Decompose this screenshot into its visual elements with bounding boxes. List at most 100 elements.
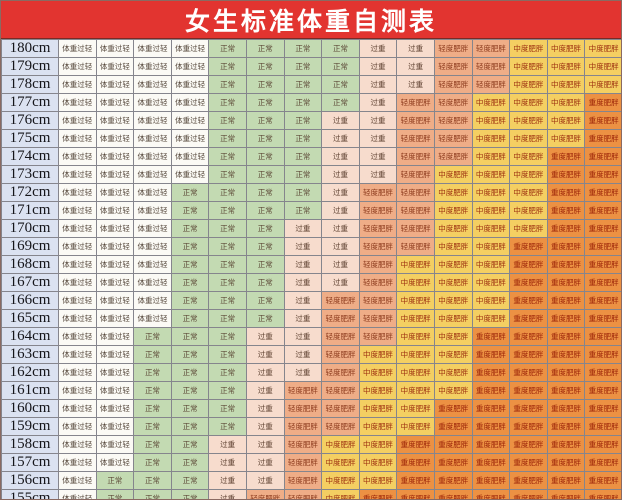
weight-status-cell: 重度肥胖 [546,399,586,418]
weight-status-cell: 重度肥胖 [471,435,511,454]
weight-status-cell: 重度肥胖 [471,399,511,418]
weight-status-cell: 中度肥胖 [584,75,621,94]
table-row: 176cm 体重过轻 体重过轻 体重过轻 体重过轻 正常 正常 正常 过重 过重 轻度肥胖 轻度肥胖中… [1,111,621,130]
weight-status-cell: 过重 [283,219,323,238]
table-row: 178cm 体重过轻 体重过轻 体重过轻 体重过轻 正常 正常 正常 正常 过重 过重 轻度肥胖 轻度肥… [1,75,621,94]
weight-status-cell: 正常 [170,453,210,472]
height-label: 168cm [1,255,59,274]
weight-status-cell: 重度肥胖 [471,471,511,490]
weight-status-cell: 中度肥胖 [471,219,511,238]
weight-status-cell: 重度肥胖 [546,183,586,202]
weight-status-cell: 中度肥胖 [358,399,398,418]
weight-status-cell: 中度肥胖 [433,381,473,400]
weight-status-cell: 体重过轻 [95,417,135,436]
weight-status-cell: 正常 [208,129,247,148]
table-row: 166cm 体重过轻 体重过轻 体重过轻 正常 正常 正常 过重 轻度肥胖 轻度肥胖 中度肥胖 中度肥… [1,291,621,310]
height-label: 164cm [1,327,59,346]
table-row: 168cm 体重过轻 体重过轻 体重过轻 正常 正常 正常 过重 过重 轻度肥胖 中度肥胖 中度肥胖中… [1,255,621,274]
weight-status-cell: 正常 [170,291,210,310]
weight-status-cell: 体重过轻 [95,381,135,400]
weight-status-cell: 正常 [208,111,247,130]
weight-status-cell: 正常 [170,489,210,499]
weight-status-cell: 过重 [358,129,398,148]
weight-status-cell: 过重 [396,75,435,94]
weight-status-cell: 重度肥胖 [396,489,435,499]
weight-status-cell: 中度肥胖 [358,435,398,454]
weight-status-cell: 中度肥胖 [471,309,511,328]
weight-status-cell: 正常 [245,255,285,274]
weight-status-cell: 中度肥胖 [433,165,473,184]
weight-status-cell: 正常 [283,75,323,94]
weight-status-cell: 重度肥胖 [433,489,473,499]
weight-status-cell: 正常 [245,273,285,292]
weight-status-cell: 过重 [321,273,360,292]
weight-status-cell: 体重过轻 [58,435,97,454]
weight-status-cell: 体重过轻 [58,309,97,328]
weight-status-cell: 体重过轻 [133,93,172,112]
weight-status-cell: 轻度肥胖 [433,129,473,148]
weight-status-cell: 体重过轻 [170,39,210,58]
weight-status-cell: 重度肥胖 [509,381,548,400]
weight-status-cell: 过重 [358,147,398,166]
weight-status-cell: 中度肥胖 [433,201,473,220]
weight-status-cell: 体重过轻 [170,93,210,112]
weight-status-cell: 轻度肥胖 [358,237,398,256]
weight-status-cell: 过重 [208,489,247,499]
weight-status-cell: 轻度肥胖 [396,219,435,238]
weight-status-cell: 中度肥胖 [509,219,548,238]
height-label: 175cm [1,129,59,148]
weight-status-cell: 轻度肥胖 [358,219,398,238]
weight-status-cell: 正常 [321,75,360,94]
weight-status-cell: 体重过轻 [58,453,97,472]
weight-status-cell: 体重过轻 [95,39,135,58]
weight-status-cell: 体重过轻 [133,129,172,148]
weight-status-cell: 体重过轻 [95,399,135,418]
weight-status-cell: 体重过轻 [58,417,97,436]
weight-status-cell: 轻度肥胖 [321,399,360,418]
weight-status-cell: 中度肥胖 [396,345,435,364]
weight-status-cell: 重度肥胖 [584,165,621,184]
page-title: 女生标准体重自测表 [184,7,437,36]
weight-status-cell: 体重过轻 [170,75,210,94]
weight-status-cell: 轻度肥胖 [358,201,398,220]
weight-status-cell: 正常 [170,399,210,418]
weight-table: 180cm 体重过轻 体重过轻 体重过轻 体重过轻 正常 正常 正常 正常 过重 过重 轻度肥胖 轻度肥… [1,39,621,499]
table-row: 167cm 体重过轻 体重过轻 体重过轻 正常 正常 正常 过重 过重 轻度肥胖 中度肥胖 中度肥胖中… [1,273,621,292]
weight-status-cell: 正常 [208,327,247,346]
weight-status-cell: 轻度肥胖 [283,381,323,400]
table-row: 170cm 体重过轻 体重过轻 体重过轻 正常 正常 正常 过重 过重 轻度肥胖 轻度肥胖 中度肥胖中… [1,219,621,238]
height-label: 158cm [1,435,59,454]
height-label: 173cm [1,165,59,184]
weight-status-cell: 正常 [170,183,210,202]
weight-status-cell: 正常 [133,381,172,400]
weight-status-cell: 重度肥胖 [471,489,511,499]
weight-status-cell: 正常 [133,471,172,490]
height-label: 162cm [1,363,59,382]
weight-status-cell: 过重 [321,255,360,274]
weight-status-cell: 轻度肥胖 [471,57,511,76]
weight-status-cell: 重度肥胖 [546,237,586,256]
weight-status-cell: 体重过轻 [95,453,135,472]
weight-status-cell: 轻度肥胖 [396,129,435,148]
weight-status-cell: 过重 [396,57,435,76]
weight-status-cell: 中度肥胖 [321,453,360,472]
weight-status-cell: 中度肥胖 [396,309,435,328]
weight-status-cell: 重度肥胖 [433,471,473,490]
weight-status-cell: 轻度肥胖 [283,399,323,418]
weight-status-cell: 重度肥胖 [546,219,586,238]
weight-status-cell: 正常 [208,363,247,382]
weight-status-cell: 体重过轻 [95,219,135,238]
weight-status-cell: 过重 [358,39,398,58]
weight-status-cell: 体重过轻 [58,93,97,112]
table-row: 160cm 体重过轻 体重过轻 正常 正常 正常 过重 轻度肥胖 轻度肥胖 中度肥胖 中度肥胖 重度肥… [1,399,621,418]
weight-status-cell: 体重过轻 [58,183,97,202]
weight-status-cell: 重度肥胖 [584,471,621,490]
weight-status-cell: 中度肥胖 [321,471,360,490]
height-label: 156cm [1,471,59,490]
weight-status-cell: 正常 [245,237,285,256]
weight-status-cell: 体重过轻 [58,147,97,166]
weight-status-cell: 正常 [208,273,247,292]
weight-status-cell: 轻度肥胖 [433,93,473,112]
table-row: 157cm 体重过轻 体重过轻 正常 正常 过重 过重 轻度肥胖 中度肥胖 中度肥胖 重度肥胖 重度肥… [1,453,621,472]
weight-status-cell: 正常 [321,93,360,112]
